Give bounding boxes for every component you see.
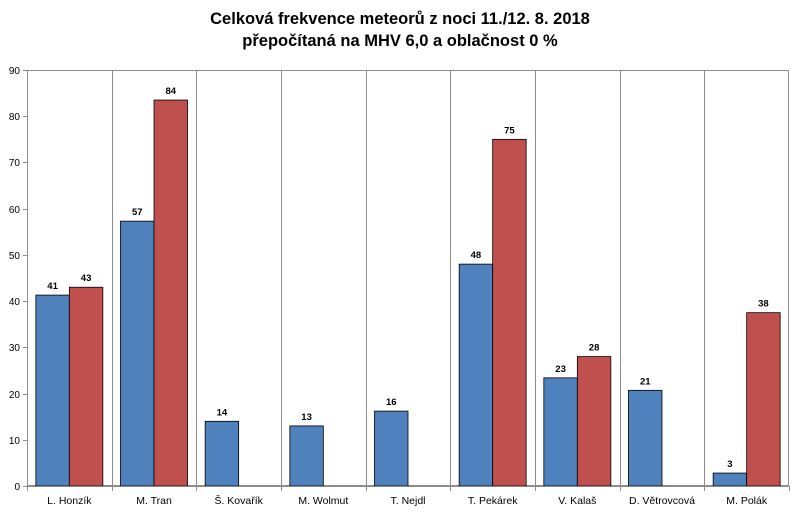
- data-label: 16: [386, 397, 397, 408]
- bar: [153, 99, 188, 487]
- x-tick-label: V. Kalaš: [558, 495, 596, 507]
- data-label: 38: [758, 299, 769, 310]
- data-labels: 41 43 57 84 14 13 16 48 75 23 28 21 3 38: [47, 86, 768, 470]
- y-tick-label: 80: [9, 112, 21, 123]
- data-label: 21: [640, 376, 651, 387]
- data-label: 43: [81, 273, 92, 284]
- y-tick-label: 0: [14, 482, 20, 493]
- bar: [204, 420, 240, 487]
- x-tick-label: D. Větrovcová: [629, 495, 695, 507]
- bar: [35, 294, 70, 487]
- axes: 0 10 20 30 40 50 60 70 80 90 L. Honzík M. Tran Š. Ko…: [9, 66, 790, 507]
- data-label: 41: [47, 281, 58, 292]
- bar: [458, 263, 494, 487]
- y-tick-label: 30: [9, 343, 21, 354]
- data-label: 14: [217, 407, 228, 418]
- bar: [746, 312, 781, 487]
- bars: [35, 99, 781, 487]
- data-label: 75: [504, 125, 515, 136]
- data-label: 3: [727, 459, 732, 470]
- gridlines: [27, 70, 789, 486]
- bar: [712, 472, 748, 487]
- x-tick-label: M. Polák: [726, 495, 768, 507]
- bar: [68, 286, 104, 487]
- data-label: 48: [471, 250, 482, 261]
- y-tick-label: 60: [9, 205, 21, 216]
- x-tick-label: Š. Kovařík: [214, 494, 263, 507]
- y-tick-label: 70: [9, 158, 21, 169]
- chart-title: Celková frekvence meteorů z noci 11./12.…: [210, 10, 590, 28]
- x-tick-label: L. Honzík: [47, 495, 92, 507]
- bar: [120, 220, 155, 487]
- y-tick-label: 40: [9, 297, 21, 308]
- bar: [576, 356, 612, 487]
- x-tick-label: T. Nejdl: [390, 495, 425, 507]
- bar: [492, 138, 527, 487]
- chart-title-block: Celková frekvence meteorů z noci 11./12.…: [0, 8, 800, 52]
- bar: [628, 389, 663, 487]
- bar: [289, 425, 324, 487]
- y-tick-label: 10: [9, 436, 21, 447]
- y-tick-label: 90: [9, 66, 21, 77]
- x-tick-label: T. Pekárek: [468, 495, 518, 507]
- data-label: 28: [589, 343, 600, 354]
- x-tick-label: M. Tran: [136, 495, 172, 507]
- y-tick-label: 20: [9, 390, 21, 401]
- data-label: 57: [132, 207, 143, 218]
- data-label: 13: [301, 412, 312, 423]
- bar: [543, 377, 578, 487]
- data-label: 84: [165, 86, 176, 97]
- y-tick-label: 50: [9, 251, 21, 262]
- x-tick-label: M. Wolmut: [298, 495, 348, 507]
- chart-subtitle: přepočítaná na MHV 6,0 a oblačnost 0 %: [242, 32, 558, 50]
- data-label: 23: [555, 364, 566, 375]
- bar: [374, 410, 409, 487]
